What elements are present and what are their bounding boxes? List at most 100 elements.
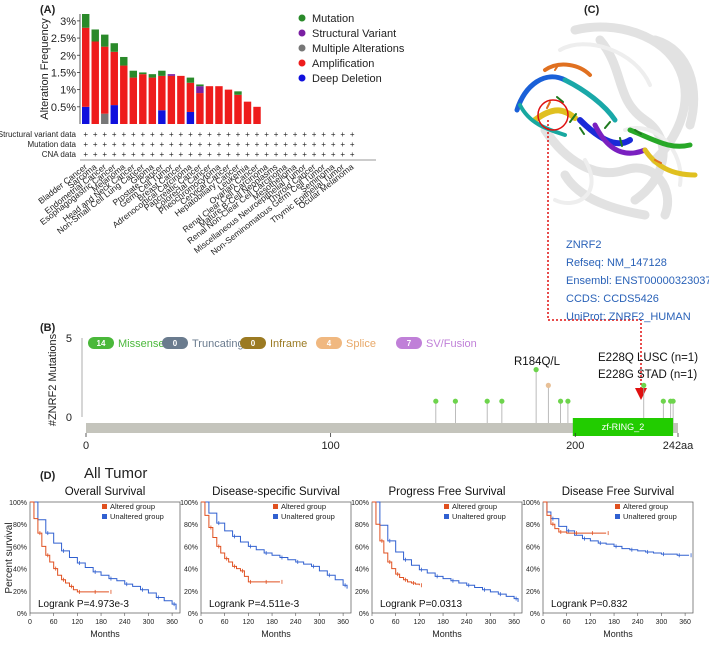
lollipop-head [499,398,505,404]
km-y-tick-label: 40% [526,567,540,574]
b-legend-pill [88,337,114,349]
b-legend-pill [240,337,266,349]
km-logrank: Logrank P=0.832 [551,599,628,610]
km-legend-label: Unaltered group [281,512,335,521]
a-row-mark: + [312,150,317,159]
e228q-label: E228Q LUSC (n=1) [598,352,699,364]
km-y-tick-label: 100% [522,500,540,507]
km-legend-label: Altered group [452,502,497,511]
a-legend-swatch [298,59,306,67]
a-row-mark: + [331,140,336,149]
km-x-tick-label: 360 [337,619,349,626]
ensembl-id: Ensembl: ENST00000323037 [566,275,709,287]
a-row-mark: + [188,150,193,159]
uniprot-id: UniProt: ZNRF2_HUMAN [566,311,691,323]
a-row-mark: + [93,150,98,159]
a-y-axis-label: Alteration Frequency [39,18,51,120]
a-row-label: CNA data [42,150,77,159]
a-row-mark: + [179,130,184,139]
bar-segment [167,75,176,124]
a-row-mark: + [207,150,212,159]
a-row-mark: + [169,150,174,159]
a-row-label: Structural variant data [0,130,77,139]
gray-ribbon-5 [560,170,650,220]
km-x-tick-label: 0 [541,619,545,626]
ring-domain [572,418,674,436]
km-x-tick-label: 240 [632,619,644,626]
a-row-mark: + [302,130,307,139]
a-row-mark: + [150,150,155,159]
km-y-tick-label: 20% [13,589,27,596]
km-y-tick-label: 100% [180,500,198,507]
km-legend-swatch [444,514,449,519]
km-x-tick-label: 180 [95,619,107,626]
r184-label: R184Q/L [514,356,561,368]
km-x-tick-label: 360 [508,619,520,626]
km-x-tick-label: 0 [370,619,374,626]
panel-c-letter: (C) [584,4,600,16]
km-y-tick-label: 20% [526,589,540,596]
bar-segment [158,110,166,124]
protein-structure-image [514,22,699,220]
km-x-tick-label: 0 [28,619,32,626]
a-y-tick-label: 2% [60,50,76,62]
km-y-tick-label: 80% [526,522,540,529]
km-legend-swatch [615,504,620,509]
a-row-mark: + [179,150,184,159]
km-frame [200,501,352,614]
bar-segment [91,29,99,42]
km-y-tick-label: 20% [184,589,198,596]
bar-segment [110,105,118,124]
km-y-tick-label: 60% [355,544,369,551]
a-row-mark: + [112,140,117,149]
km-x-tick-label: 120 [585,619,597,626]
b-x-tick-label: 100 [321,440,339,452]
km-x-tick-label: 120 [72,619,84,626]
km-x-label: Months [432,629,462,639]
a-row-mark: + [302,140,307,149]
a-row-mark: + [112,130,117,139]
b-legend-label: Truncating [192,338,244,350]
a-row-mark: + [293,150,298,159]
bar-segment [177,75,185,124]
b-x-tick-label: 200 [566,440,584,452]
a-legend-label: Deep Deletion [312,73,382,85]
km-title: Progress Free Survival [389,486,506,498]
bar-segment [158,70,166,76]
b-legend-label: SV/Fusion [426,338,477,350]
a-row-mark: + [274,130,279,139]
a-row-mark: + [312,140,317,149]
a-row-mark: + [321,140,326,149]
gene-name: ZNRF2 [566,239,602,251]
km-x-tick-label: 180 [608,619,620,626]
a-row-mark: + [236,150,241,159]
bar-segment [148,77,157,124]
panel-a-chart: 3% 2.5% 2% 1.5% 1% 0.5%Alteration Frequency Mu… [0,13,405,257]
a-row-mark: + [321,130,326,139]
bar-segment [139,72,147,75]
panel-a-letter: (A) [40,4,56,16]
km-y-tick-label: 60% [526,544,540,551]
a-row-mark: + [331,130,336,139]
km-x-tick-label: 60 [221,619,229,626]
cyan-ribbon [518,103,567,137]
km-legend-label: Altered group [623,502,668,511]
a-row-mark: + [160,140,165,149]
km-legend-label: Unaltered group [110,512,164,521]
a-row-mark: + [131,130,136,139]
a-legend-swatch [298,14,306,22]
km-curve [201,501,348,589]
km-y-tick-label: 0% [17,611,27,618]
a-row-mark: + [102,130,107,139]
km-y-tick-label: 0% [359,611,369,618]
e228g-label: E228G STAD (n=1) [598,369,698,381]
a-row-mark: + [226,150,231,159]
km-y-tick-label: 80% [355,522,369,529]
a-legend-swatch [298,29,306,37]
a-row-label: Mutation data [28,140,77,149]
a-row-mark: + [112,150,117,159]
a-row-mark: + [245,150,250,159]
km-x-tick-label: 60 [392,619,400,626]
km-curve [543,501,607,534]
teal-ribbon [562,77,618,123]
